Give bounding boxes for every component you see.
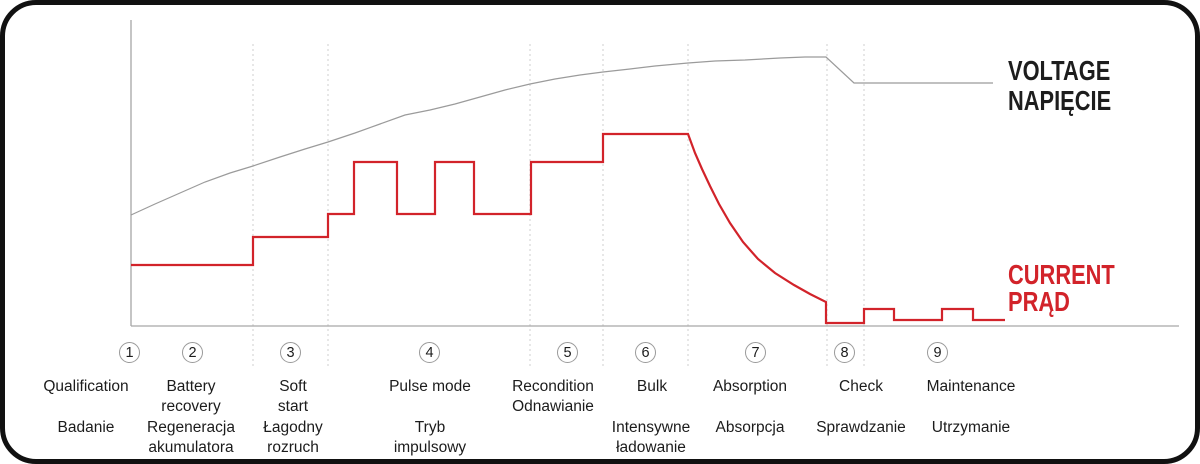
stage-1-number: 1 [119,342,140,363]
current-legend-label: CURRENT PRĄD [1008,259,1115,317]
charging-curve-chart [130,20,1179,366]
stage-9-label-en: Maintenance [926,378,1016,395]
stage-3-label-en: Soft start [277,378,309,415]
stage-7-number: 7 [745,342,766,363]
stage-5-label-en: Recondition [512,378,594,395]
stage-8-number: 8 [834,342,855,363]
current-curve [131,132,1005,325]
stage-8-label-en: Check [839,378,883,395]
stage-9-number: 9 [927,342,948,363]
voltage-legend-label: VOLTAGE NAPIĘCIE [1008,55,1112,116]
stage-4-number: 4 [419,342,440,363]
stage-2-number: 2 [182,342,203,363]
stage-5-number: 5 [557,342,578,363]
stage-2-label-en: Battery recovery [161,378,221,415]
stage-5-label-pl: Odnawianie [512,398,594,415]
stage-4-label-pl: Tryb impulsowy [393,419,467,456]
stage-6-label-en: Bulk [636,378,668,395]
stage-7-label-en: Absorption [712,378,788,395]
voltage-curve [130,56,993,216]
stage-3-number: 3 [280,342,301,363]
stage-1-label-pl: Badanie [57,419,115,436]
stage-4-label-en: Pulse mode [389,378,471,395]
stage-6-number: 6 [635,342,656,363]
stage-2-label-pl: Regeneracja akumulatora [147,419,235,456]
stage-9-label-pl: Utrzymanie [931,419,1011,436]
stage-7-label-pl: Absorpcja [715,419,785,436]
stage-3-label-pl: Łagodny rozruch [263,419,323,456]
stage-6-label-pl: Intensywne ładowanie [611,419,691,456]
stage-8-label-pl: Sprawdzanie [816,419,906,436]
stage-1-label-en: Qualification [43,378,129,395]
